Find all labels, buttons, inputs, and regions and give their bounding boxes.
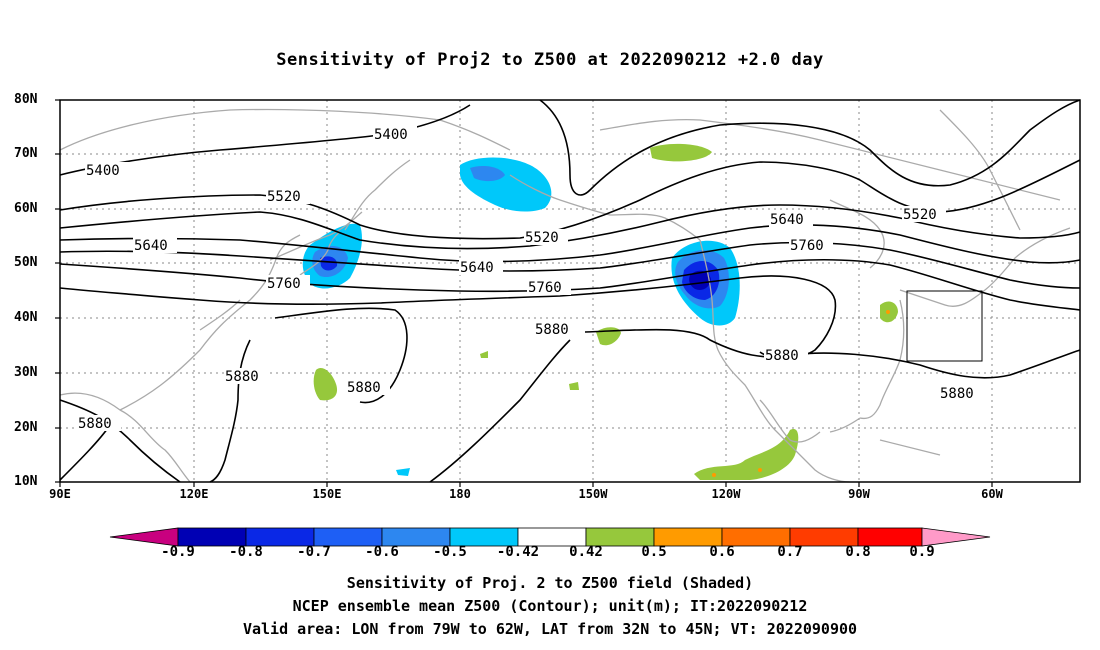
contour-label: 5880 xyxy=(765,348,799,364)
negative-region-bering-core xyxy=(470,166,505,182)
contour-5640-a xyxy=(59,224,1081,264)
coast-caribbean xyxy=(879,439,941,456)
positive-region-arctic xyxy=(650,143,712,162)
coast-namerica-east xyxy=(829,227,1071,433)
contour-label: 5400 xyxy=(374,127,408,143)
coast-greenland xyxy=(939,109,1021,231)
coast-arctic xyxy=(599,119,1061,201)
lat-label: 60N xyxy=(14,201,38,216)
contour-label: 5640 xyxy=(134,238,168,254)
lon-label: 90E xyxy=(49,487,71,501)
colorbar-label: 0.9 xyxy=(909,544,935,560)
colorbar-label: 0.8 xyxy=(845,544,871,560)
contour-5760-a xyxy=(59,258,1081,311)
negative-region-nepac-inner xyxy=(689,270,711,290)
contour-5760-b xyxy=(59,275,837,359)
negative-region-small xyxy=(396,468,410,476)
coast-namerica-west xyxy=(699,239,851,483)
map-frame xyxy=(59,99,1081,483)
lat-label: 10N xyxy=(14,474,38,489)
map-title: Sensitivity of Proj2 to Z500 at 20220902… xyxy=(276,50,824,70)
colorbar-label: 0.42 xyxy=(569,544,603,560)
tick-marks xyxy=(55,99,993,487)
coast-hudson xyxy=(829,199,885,269)
positive-region-dot1 xyxy=(480,351,488,358)
lon-label: 120W xyxy=(711,487,741,501)
caption-line-1: Sensitivity of Proj. 2 to Z500 field (Sh… xyxy=(346,574,754,592)
lon-label: 120E xyxy=(179,487,209,501)
lon-label: 180 xyxy=(449,487,471,501)
contour-label: 5520 xyxy=(903,207,937,223)
positive-region-pacific xyxy=(313,367,338,401)
contour-5400-a xyxy=(59,104,471,176)
coast-kamchatka xyxy=(344,159,411,231)
positive-spot-orange-3 xyxy=(758,468,762,472)
negative-region-westpac-inner xyxy=(320,256,338,271)
colorbar-cell xyxy=(921,527,991,547)
positive-spot-orange xyxy=(886,310,890,314)
colorbar-label: -0.8 xyxy=(229,544,263,560)
contour-label: 5880 xyxy=(940,386,974,402)
coast-asia xyxy=(59,108,511,483)
lat-label: 70N xyxy=(14,146,38,161)
colorbar-label: -0.7 xyxy=(297,544,331,560)
caption-line-3: Valid area: LON from 79W to 62W, LAT fro… xyxy=(242,620,858,638)
contour-5400-b xyxy=(539,99,1081,196)
contour-label: 5760 xyxy=(790,238,824,254)
lon-label: 90W xyxy=(848,487,870,501)
lat-label: 30N xyxy=(14,365,38,380)
contour-labels: 5400 5400 5520 5520 5520 5640 5640 5640 … xyxy=(77,126,983,432)
colorbar-label: -0.42 xyxy=(496,544,540,560)
valid-area-box xyxy=(906,290,983,362)
colorbar-label: 0.7 xyxy=(777,544,803,560)
colorbar-label: -0.6 xyxy=(365,544,399,560)
contour-5880-d xyxy=(584,328,1081,379)
positive-region-dot2 xyxy=(569,382,579,390)
contour-5880-c xyxy=(429,339,571,483)
contour-5640-b xyxy=(59,241,1081,289)
contour-label: 5520 xyxy=(267,189,301,205)
lon-label: 150E xyxy=(312,487,342,501)
coast-gulf-mexico xyxy=(759,399,821,443)
contour-label: 5400 xyxy=(86,163,120,179)
lon-label: 60W xyxy=(981,487,1003,501)
contour-label: 5760 xyxy=(528,280,562,296)
positive-region-tropics xyxy=(694,429,799,480)
colorbar-label: 0.5 xyxy=(641,544,667,560)
contour-5880-e xyxy=(59,399,181,483)
caption-line-2: NCEP ensemble mean Z500 (Contour); unit(… xyxy=(292,597,808,615)
lat-label: 80N xyxy=(14,92,38,107)
contour-label: 5880 xyxy=(225,369,259,385)
contour-5520-b xyxy=(59,204,1081,250)
coast-japan xyxy=(299,231,341,276)
contour-label: 5640 xyxy=(770,212,804,228)
colorbar-label: -0.9 xyxy=(161,544,195,560)
gridlines xyxy=(60,100,1080,482)
contour-label: 5880 xyxy=(347,380,381,396)
colorbar-label: 0.6 xyxy=(709,544,735,560)
contour-label: 5760 xyxy=(267,276,301,292)
lat-label: 40N xyxy=(14,310,38,325)
positive-spot-orange-2 xyxy=(712,473,716,477)
coast-alaska xyxy=(509,174,701,241)
lat-label: 50N xyxy=(14,255,38,270)
coastlines xyxy=(59,108,1071,483)
lon-label: 150W xyxy=(578,487,608,501)
contour-label: 5880 xyxy=(535,322,569,338)
shaded-sensitivity xyxy=(302,143,898,480)
colorbar-label: -0.5 xyxy=(433,544,467,560)
contour-label: 5640 xyxy=(460,260,494,276)
contour-label: 5880 xyxy=(78,416,112,432)
colorbar xyxy=(109,527,991,547)
contour-label: 5520 xyxy=(525,230,559,246)
lat-label: 20N xyxy=(14,420,38,435)
